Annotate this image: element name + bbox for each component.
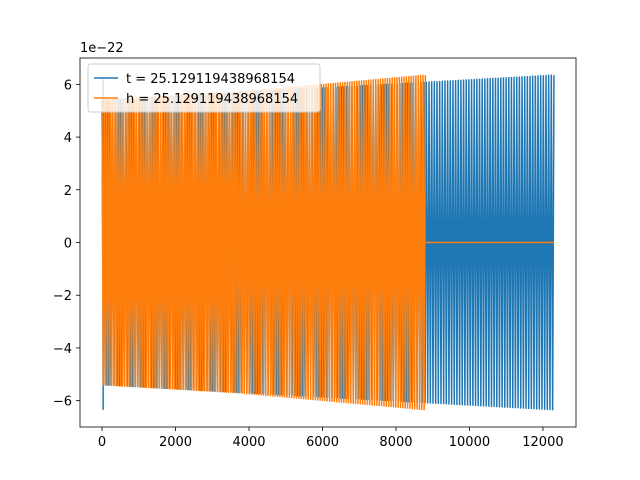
legend-label: t = 25.129119438968154 — [126, 72, 295, 87]
y-tick-label: 2 — [64, 184, 72, 199]
y-tick-label: −6 — [53, 395, 72, 410]
y-scale-offset-label: 1e−22 — [80, 41, 124, 56]
y-tick-label: 0 — [64, 237, 72, 252]
legend-box — [87, 63, 321, 113]
x-tick-label: 0 — [98, 435, 106, 450]
y-tick-label: −2 — [53, 289, 72, 304]
y-tick-label: 4 — [64, 131, 72, 146]
x-tick-label: 6000 — [306, 435, 339, 450]
legend: t = 25.129119438968154 h = 25.12911943896… — [87, 63, 321, 113]
series-oscillation — [235, 74, 427, 411]
legend-label: h = 25.129119438968154 — [126, 92, 298, 107]
x-tick-label: 8000 — [379, 435, 412, 450]
y-tick-label: 6 — [64, 78, 72, 93]
x-axis: 0 2000 4000 6000 8000 10000 12000 — [98, 427, 564, 450]
x-tick-label: 12000 — [522, 435, 563, 450]
x-tick-label: 2000 — [159, 435, 192, 450]
y-axis: −6 −4 −2 0 2 4 6 — [53, 78, 80, 410]
x-tick-label: 10000 — [449, 435, 490, 450]
x-tick-label: 4000 — [232, 435, 265, 450]
y-tick-label: −4 — [53, 342, 72, 357]
